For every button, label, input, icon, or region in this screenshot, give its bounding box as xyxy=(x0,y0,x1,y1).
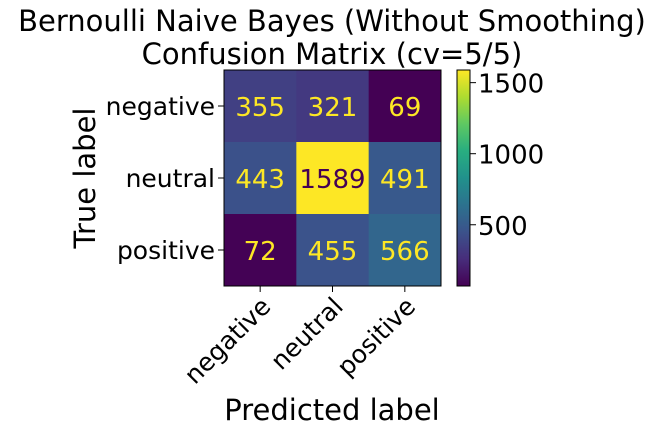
y-axis-ticks: negative neutral positive xyxy=(106,92,224,265)
chart-title-line-1: Bernoulli Naive Bayes (Without Smoothing… xyxy=(18,4,646,38)
matrix-cell xyxy=(224,214,297,287)
matrix-cells: 355 321 69 443 1589 491 72 455 566 xyxy=(224,70,442,287)
matrix-cell xyxy=(224,70,297,143)
matrix-cell xyxy=(224,142,297,215)
colorbar-tick-label: 1000 xyxy=(478,141,544,171)
matrix-cell xyxy=(296,142,370,215)
matrix-cell xyxy=(368,142,442,215)
colorbar-tick-label: 1500 xyxy=(478,70,544,100)
chart-title-line-2: Confusion Matrix (cv=5/5) xyxy=(142,37,523,71)
y-tick-label: positive xyxy=(117,236,215,265)
colorbar xyxy=(456,69,471,287)
cell-value-label: 69 xyxy=(388,93,421,123)
matrix-cell xyxy=(368,70,442,143)
cell-value-label: 1589 xyxy=(299,165,365,195)
cell-value-label: 321 xyxy=(308,93,358,123)
colorbar-ticks: 500 1000 1500 xyxy=(470,70,544,242)
y-axis-label: True label xyxy=(68,108,102,250)
x-tick-label: positive xyxy=(331,292,421,382)
x-tick-label: negative xyxy=(179,292,277,390)
cell-value-label: 72 xyxy=(244,237,277,267)
cell-value-label: 566 xyxy=(380,237,430,267)
x-axis-label: Predicted label xyxy=(224,393,440,427)
matrix-cell xyxy=(296,214,370,287)
cell-value-label: 355 xyxy=(235,93,285,123)
y-tick-label: neutral xyxy=(126,164,215,193)
cell-value-label: 443 xyxy=(235,165,285,195)
cell-value-label: 491 xyxy=(380,165,430,195)
cell-value-label: 455 xyxy=(308,237,358,267)
matrix-cell xyxy=(296,70,370,143)
colorbar-tick-label: 500 xyxy=(478,212,528,242)
matrix-cell xyxy=(368,214,442,287)
y-tick-label: negative xyxy=(106,92,215,121)
